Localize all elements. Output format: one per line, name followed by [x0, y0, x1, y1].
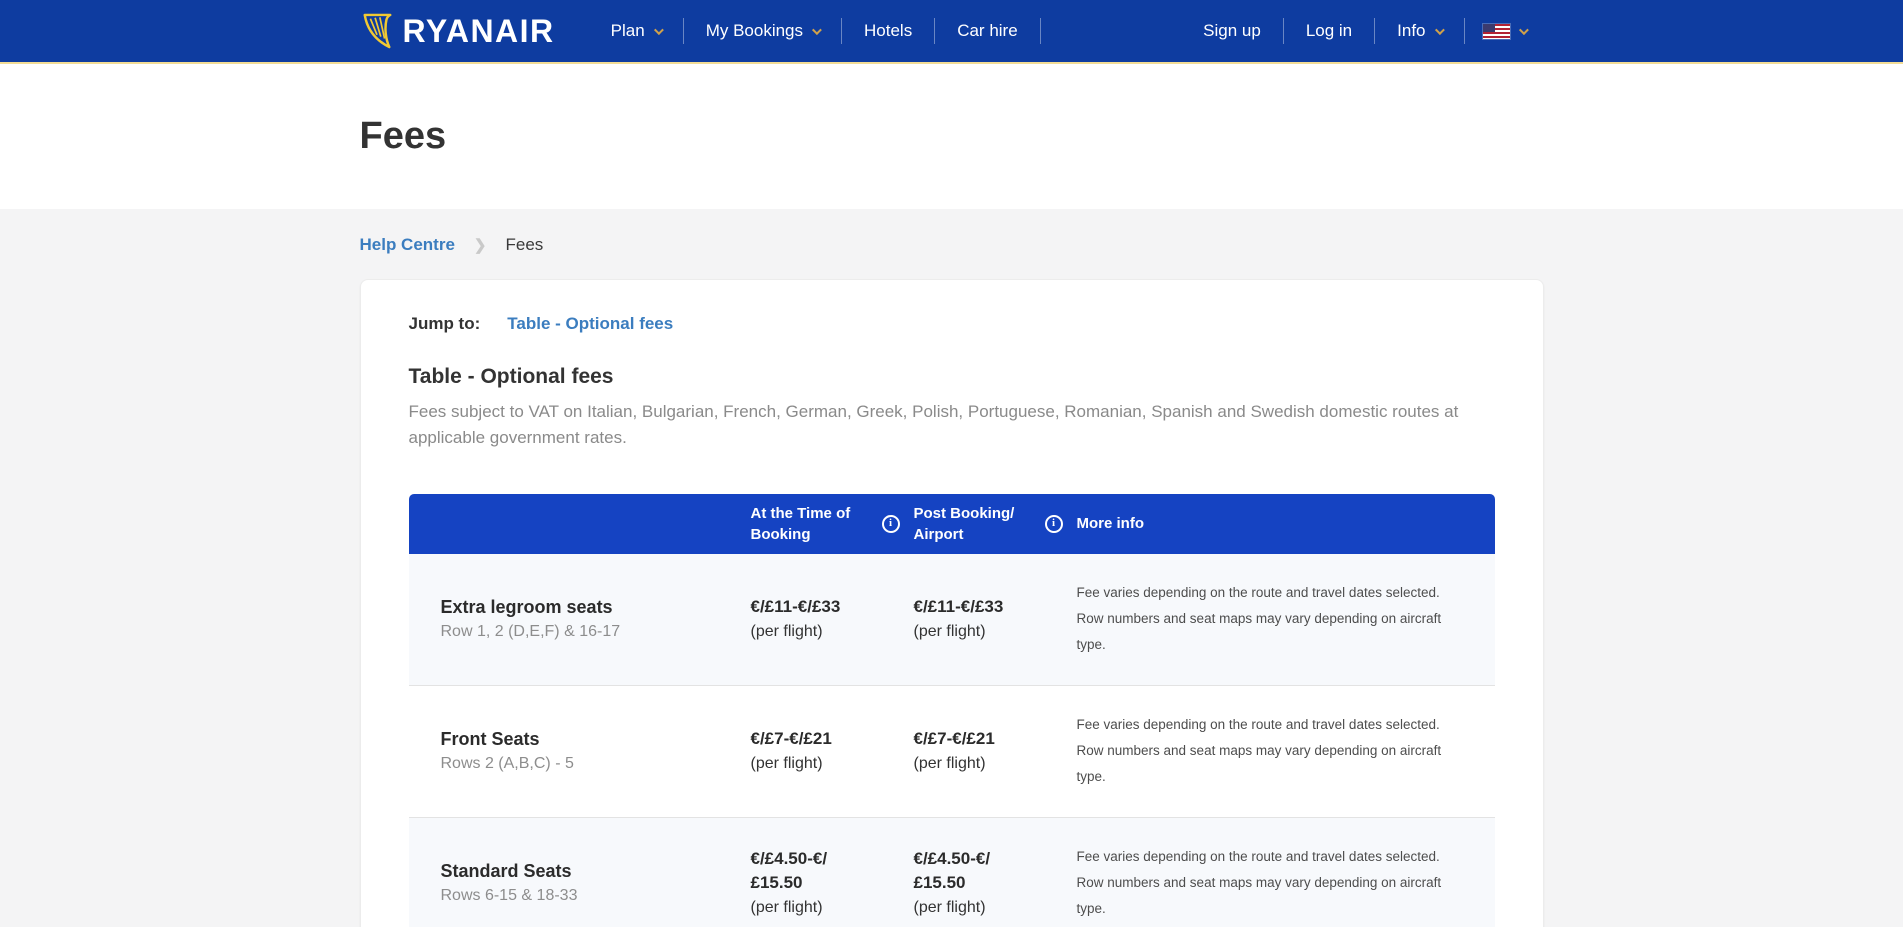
- row-sublabel: Row 1, 2 (D,E,F) & 16-17: [440, 623, 621, 641]
- chevron-down-icon: [653, 24, 664, 35]
- price-at-booking: €/£7-€/£21: [750, 729, 832, 749]
- price-note: (per flight): [750, 754, 823, 772]
- table-body: Extra legroom seats Row 1, 2 (D,E,F) & 1…: [408, 553, 1495, 927]
- us-flag-icon: [1482, 23, 1510, 39]
- page-title: Fees: [359, 115, 447, 157]
- harp-icon: [360, 12, 394, 50]
- row-name: Standard Seats: [440, 861, 572, 882]
- info-icon[interactable]: i: [881, 514, 900, 533]
- nav-item-car-hire[interactable]: Car hire: [957, 21, 1018, 40]
- breadcrumb-current: Fees: [505, 235, 544, 254]
- nav-divider: [1463, 18, 1465, 44]
- jump-to-row: Jump to: Table - Optional fees: [409, 314, 1495, 334]
- nav-divider: [934, 18, 936, 44]
- more-info-text: Fee varies depending on the route and tr…: [1076, 848, 1442, 917]
- page-header: Fees: [0, 64, 1903, 209]
- chevron-down-icon: [1518, 24, 1529, 35]
- price-at-booking: €/£4.50-€/ £15.50: [750, 848, 828, 893]
- price-post-booking: €/£7-€/£21: [913, 729, 995, 749]
- header-time-of-booking: At the Time of Booking i: [751, 503, 914, 545]
- table-row-front-seats: Front Seats Rows 2 (A,B,C) - 5 €/£7-€/£2…: [408, 685, 1495, 818]
- jump-to-label: Jump to:: [408, 314, 481, 333]
- nav-item-info[interactable]: Info: [1375, 0, 1463, 62]
- breadcrumb: Help Centre ❯ Fees: [0, 209, 1903, 255]
- fees-card: Jump to: Table - Optional fees Table - O…: [359, 279, 1544, 927]
- nav-divider: [1039, 18, 1041, 44]
- price-note: (per flight): [913, 754, 986, 772]
- price-at-booking: €/£11-€/£33: [750, 597, 841, 617]
- more-info-text: Fee varies depending on the route and tr…: [1076, 716, 1442, 785]
- price-note: (per flight): [913, 899, 986, 917]
- signup-button[interactable]: Sign up: [1203, 21, 1261, 40]
- more-info-text: Fee varies depending on the route and tr…: [1076, 584, 1442, 653]
- language-selector[interactable]: [1465, 0, 1544, 62]
- nav-divider: [1282, 18, 1284, 44]
- chevron-down-icon: [811, 24, 822, 35]
- table-header-row: At the Time of Booking i Post Booking/ A…: [408, 493, 1495, 554]
- row-sublabel: Rows 2 (A,B,C) - 5: [440, 755, 574, 773]
- account-nav: Sign up Log in Info: [1181, 0, 1543, 62]
- top-navbar: RYANAIR Plan My Bookings Hotels Car hire: [0, 0, 1903, 64]
- section-heading: Table - Optional fees: [408, 365, 614, 388]
- main-nav: Plan My Bookings Hotels Car hire: [589, 0, 1041, 62]
- row-sublabel: Rows 6-15 & 18-33: [440, 887, 578, 905]
- jump-to-optional-fees-link[interactable]: Table - Optional fees: [507, 314, 674, 333]
- row-name: Extra legroom seats: [440, 597, 613, 618]
- brand-wordmark: RYANAIR: [402, 13, 555, 49]
- breadcrumb-help-centre[interactable]: Help Centre: [359, 235, 455, 254]
- info-icon[interactable]: i: [1044, 514, 1063, 533]
- nav-item-my-bookings[interactable]: My Bookings: [684, 0, 841, 62]
- row-name: Front Seats: [440, 729, 540, 750]
- chevron-right-icon: ❯: [473, 237, 487, 254]
- price-post-booking: €/£4.50-€/ £15.50: [913, 848, 991, 893]
- nav-divider: [1374, 18, 1376, 44]
- nav-item-plan[interactable]: Plan: [589, 0, 683, 62]
- price-note: (per flight): [750, 899, 823, 917]
- ryanair-logo[interactable]: RYANAIR: [360, 12, 555, 50]
- login-button[interactable]: Log in: [1305, 21, 1353, 40]
- header-post-booking: Post Booking/ Airport i: [914, 503, 1077, 545]
- optional-fees-table: At the Time of Booking i Post Booking/ A…: [408, 493, 1495, 927]
- price-note: (per flight): [913, 622, 986, 640]
- nav-divider: [682, 18, 684, 44]
- nav-divider: [841, 18, 843, 44]
- section-description: Fees subject to VAT on Italian, Bulgaria…: [408, 402, 1459, 448]
- table-row-standard-seats: Standard Seats Rows 6-15 & 18-33 €/£4.50…: [408, 817, 1495, 927]
- header-more-info: More info: [1076, 515, 1145, 533]
- price-note: (per flight): [750, 622, 823, 640]
- chevron-down-icon: [1434, 24, 1445, 35]
- nav-item-hotels[interactable]: Hotels: [864, 21, 913, 40]
- price-post-booking: €/£11-€/£33: [913, 597, 1004, 617]
- table-row-extra-legroom: Extra legroom seats Row 1, 2 (D,E,F) & 1…: [408, 553, 1495, 686]
